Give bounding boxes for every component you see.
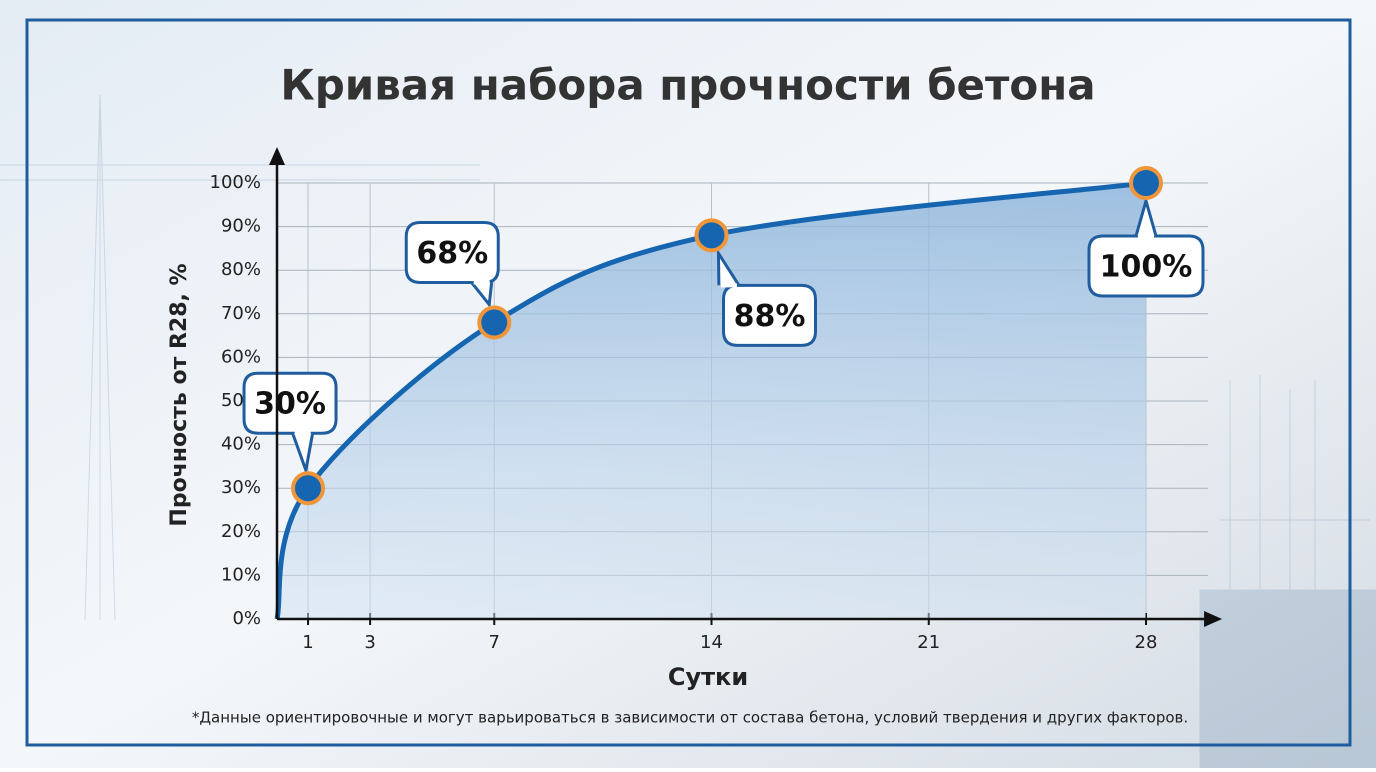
y-tick-label: 90% bbox=[221, 216, 261, 237]
y-tick-label: 40% bbox=[221, 434, 261, 455]
point bbox=[291, 471, 326, 506]
point bbox=[694, 218, 729, 253]
y-tick-label: 0% bbox=[232, 608, 261, 629]
y-tick-label: 30% bbox=[221, 477, 261, 498]
callout-tail bbox=[291, 432, 315, 476]
callout-box bbox=[722, 283, 817, 347]
data-label: 100% bbox=[1100, 250, 1193, 285]
chart-title: Кривая набора прочности бетона bbox=[280, 61, 1095, 110]
x-tick-label: 3 bbox=[364, 632, 375, 653]
data-label: 68% bbox=[416, 236, 488, 271]
x-arrow bbox=[1204, 611, 1223, 627]
y-arrow bbox=[269, 147, 285, 165]
x-tick-label: 21 bbox=[917, 632, 940, 653]
callout-tail bbox=[470, 281, 494, 309]
callout: 30% bbox=[242, 371, 338, 476]
y-axis-label: Прочность от R28, % bbox=[167, 263, 192, 526]
callout-tail bbox=[716, 248, 741, 287]
y-tick-label: 10% bbox=[221, 564, 261, 585]
footnote: *Данные ориентировочные и могут варьиров… bbox=[192, 709, 1188, 727]
line bbox=[274, 180, 1147, 620]
x-tick-label: 7 bbox=[489, 632, 500, 653]
x-tick-label: 14 bbox=[700, 632, 723, 653]
area bbox=[277, 183, 1146, 619]
frame bbox=[25, 18, 1352, 747]
callout-box bbox=[1087, 234, 1205, 298]
y-tick-label: 60% bbox=[221, 346, 261, 367]
y-tick-label: 100% bbox=[210, 172, 261, 193]
point bbox=[477, 305, 512, 340]
x-tick-label: 1 bbox=[302, 632, 313, 653]
x-tick-label: 28 bbox=[1135, 632, 1158, 653]
x-axis-label: Сутки bbox=[668, 663, 748, 691]
y-tick-label: 70% bbox=[221, 303, 261, 324]
decor bbox=[0, 94, 1376, 769]
callout: 88% bbox=[716, 248, 817, 347]
callout-box bbox=[242, 371, 338, 435]
data-label: 88% bbox=[734, 299, 806, 334]
data-label: 30% bbox=[254, 387, 326, 422]
callout-tail bbox=[1134, 195, 1158, 237]
y-tick-label: 20% bbox=[221, 521, 261, 542]
callout: 100% bbox=[1087, 195, 1205, 298]
callout: 68% bbox=[404, 221, 500, 309]
point bbox=[1129, 166, 1163, 200]
y-tick-label: 80% bbox=[221, 259, 261, 280]
